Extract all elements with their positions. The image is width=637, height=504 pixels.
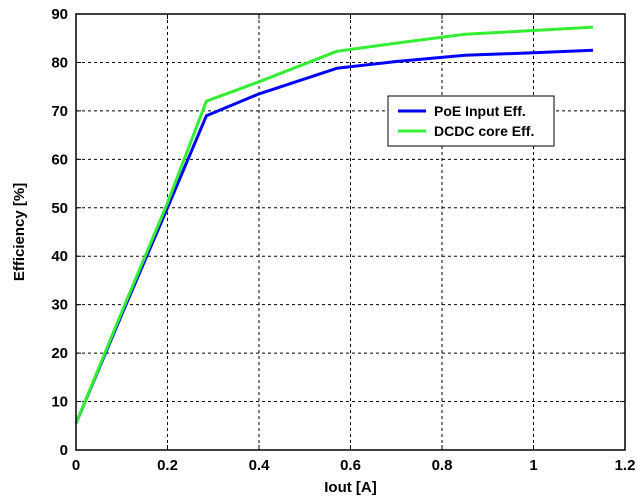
y-tick-label: 90: [51, 6, 68, 23]
y-tick-label: 50: [51, 200, 68, 217]
x-tick-label: 0.4: [249, 457, 271, 474]
x-tick-label: 0.6: [340, 457, 361, 474]
x-axis-label: Iout [A]: [324, 479, 376, 496]
y-tick-label: 30: [51, 297, 68, 314]
legend: PoE Input Eff. DCDC core Eff.: [387, 95, 555, 147]
y-tick-label: 70: [51, 103, 68, 120]
series-lines: [74, 25, 594, 424]
x-tick-label: 1: [529, 457, 537, 474]
x-tick-label: 0.2: [157, 457, 178, 474]
x-tick-label: 1.2: [615, 457, 636, 474]
y-tick-label: 10: [51, 394, 68, 411]
legend-box: [387, 95, 555, 147]
y-tick-label: 80: [51, 54, 68, 71]
x-tick-label: 0.8: [432, 457, 453, 474]
y-tick-label: 60: [51, 151, 68, 168]
y-axis-label: Efficiency [%]: [11, 183, 28, 281]
legend-label-poe-input: PoE Input Eff.: [434, 103, 526, 119]
series-line-1: [74, 25, 594, 424]
y-tick-label: 40: [51, 248, 68, 265]
legend-label-dcdc-core: DCDC core Eff.: [434, 123, 534, 139]
y-tick-label: 0: [60, 442, 68, 459]
x-tick-label: 0: [72, 457, 80, 474]
y-tick-label: 20: [51, 345, 68, 362]
axis-ticks: 0 0.2 0.4 0.6 0.8 1 1.2 0 10 20 30 40 50 60 70 80 90: [51, 6, 635, 474]
